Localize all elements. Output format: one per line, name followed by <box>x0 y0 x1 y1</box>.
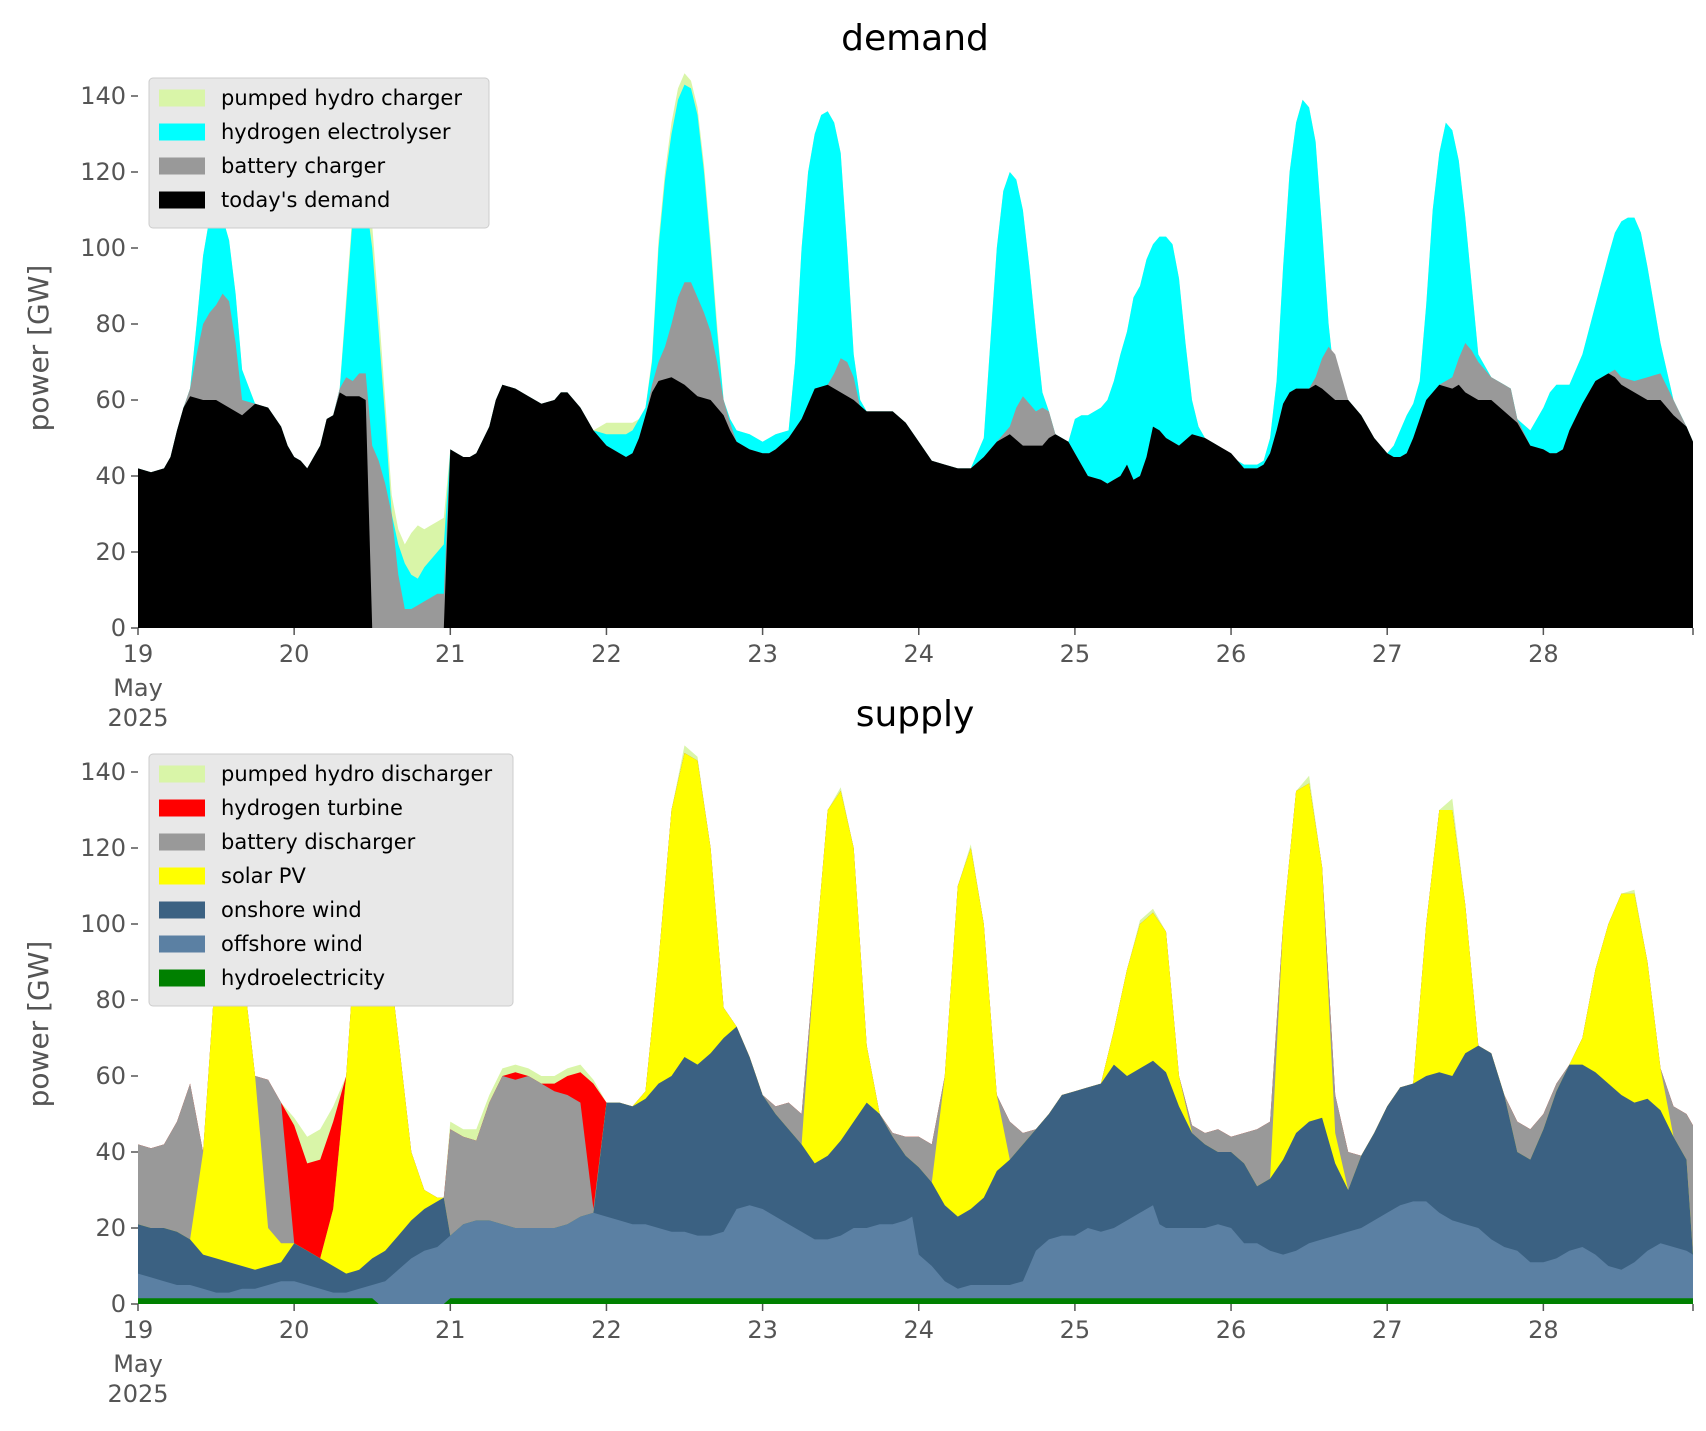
legend-swatch-hydrogen-electrolyser <box>159 123 205 141</box>
x-tick-label: 28 <box>1528 640 1559 668</box>
legend-label-onshore-wind: onshore wind <box>221 898 362 922</box>
y-tick-label: 0 <box>111 1290 126 1318</box>
legend-swatch-pumped-hydro-discharger <box>159 765 205 783</box>
legend-label-battery-charger: battery charger <box>221 154 386 178</box>
y-tick-label: 60 <box>95 1062 126 1090</box>
y-tick-label: 40 <box>95 1138 126 1166</box>
demand-legend: pumped hydro charger hydrogen electrolyse… <box>148 77 490 229</box>
area-offshore-wind <box>138 1201 1693 1304</box>
y-tick-label: 80 <box>95 310 126 338</box>
area-hydroelectricity <box>138 1298 1693 1304</box>
legend-frame <box>148 77 490 229</box>
supply-title: supply <box>856 694 975 735</box>
y-tick-label: 100 <box>80 234 126 262</box>
y-tick-label: 120 <box>80 158 126 186</box>
x-tick-sublabel: 2025 <box>107 1380 168 1408</box>
x-tick-label: 24 <box>903 640 934 668</box>
y-tick-label: 20 <box>95 1214 126 1242</box>
y-tick-label: 0 <box>111 614 126 642</box>
x-tick-sublabel: 2025 <box>107 704 168 732</box>
supply-areas <box>138 745 1693 1304</box>
x-tick-label: 20 <box>279 1316 310 1344</box>
x-tick-label: 26 <box>1216 1316 1247 1344</box>
legend-label-offshore-wind: offshore wind <box>221 932 363 956</box>
y-tick-label: 40 <box>95 462 126 490</box>
demand-panel: demand power [GW] 0 20 40 60 80 100 120 140 19 Ma… <box>22 18 1694 732</box>
y-tick-label: 20 <box>95 538 126 566</box>
legend-swatch-hydroelectricity <box>159 969 205 987</box>
legend-label-hydroelectricity: hydroelectricity <box>221 966 385 990</box>
x-tick-label: 23 <box>747 1316 778 1344</box>
x-tick-label: 27 <box>1372 640 1403 668</box>
x-tick-label: 20 <box>279 640 310 668</box>
x-tick-label: 21 <box>435 1316 466 1344</box>
legend-swatch-onshore-wind <box>159 901 205 919</box>
y-tick-label: 140 <box>80 82 126 110</box>
legend-label-battery-discharger: battery discharger <box>221 830 416 854</box>
x-tick-sublabel: May <box>113 674 163 702</box>
x-tick-label: 19 <box>123 1316 154 1344</box>
legend-swatch-pumped-hydro-charger <box>159 89 205 107</box>
supply-y-axis-label: power [GW] <box>22 941 55 1108</box>
x-tick-label: 22 <box>591 1316 622 1344</box>
x-tick-label: 25 <box>1060 640 1091 668</box>
x-tick-sublabel: May <box>113 1350 163 1378</box>
y-tick-label: 120 <box>80 834 126 862</box>
x-tick-label: 22 <box>591 640 622 668</box>
legend-label-pumped-hydro-discharger: pumped hydro discharger <box>221 762 492 786</box>
supply-legend: pumped hydro discharger hydrogen turbine b… <box>148 753 514 1007</box>
y-tick-label: 60 <box>95 386 126 414</box>
x-tick-label: 25 <box>1060 1316 1091 1344</box>
x-tick-label: 26 <box>1216 640 1247 668</box>
legend-swatch-hydrogen-turbine <box>159 799 205 817</box>
legend-swatch-solar-pv <box>159 867 205 885</box>
x-tick-label: 27 <box>1372 1316 1403 1344</box>
x-tick-label: 28 <box>1528 1316 1559 1344</box>
legend-label-hydrogen-turbine: hydrogen turbine <box>221 796 403 820</box>
legend-label-today-s-demand: today's demand <box>221 188 390 212</box>
y-tick-label: 100 <box>80 910 126 938</box>
demand-y-axis-label: power [GW] <box>22 265 55 432</box>
legend-label-hydrogen-electrolyser: hydrogen electrolyser <box>221 120 451 144</box>
x-tick-label: 23 <box>747 640 778 668</box>
area-today-s-demand <box>138 373 1693 628</box>
y-tick-label: 80 <box>95 986 126 1014</box>
legend-swatch-today-s-demand <box>159 191 205 209</box>
legend-swatch-offshore-wind <box>159 935 205 953</box>
demand-areas <box>138 73 1693 629</box>
x-tick-label: 21 <box>435 640 466 668</box>
legend-swatch-battery-discharger <box>159 833 205 851</box>
demand-title: demand <box>841 18 989 59</box>
legend-swatch-battery-charger <box>159 157 205 175</box>
legend-frame <box>148 753 514 1007</box>
x-tick-label: 19 <box>123 640 154 668</box>
legend-label-pumped-hydro-charger: pumped hydro charger <box>221 86 462 110</box>
x-tick-label: 24 <box>903 1316 934 1344</box>
y-tick-label: 140 <box>80 758 126 786</box>
legend-label-solar-pv: solar PV <box>221 864 306 888</box>
supply-panel: supply power [GW] 0 20 40 60 80 100 120 140 19 Ma… <box>22 694 1694 1408</box>
